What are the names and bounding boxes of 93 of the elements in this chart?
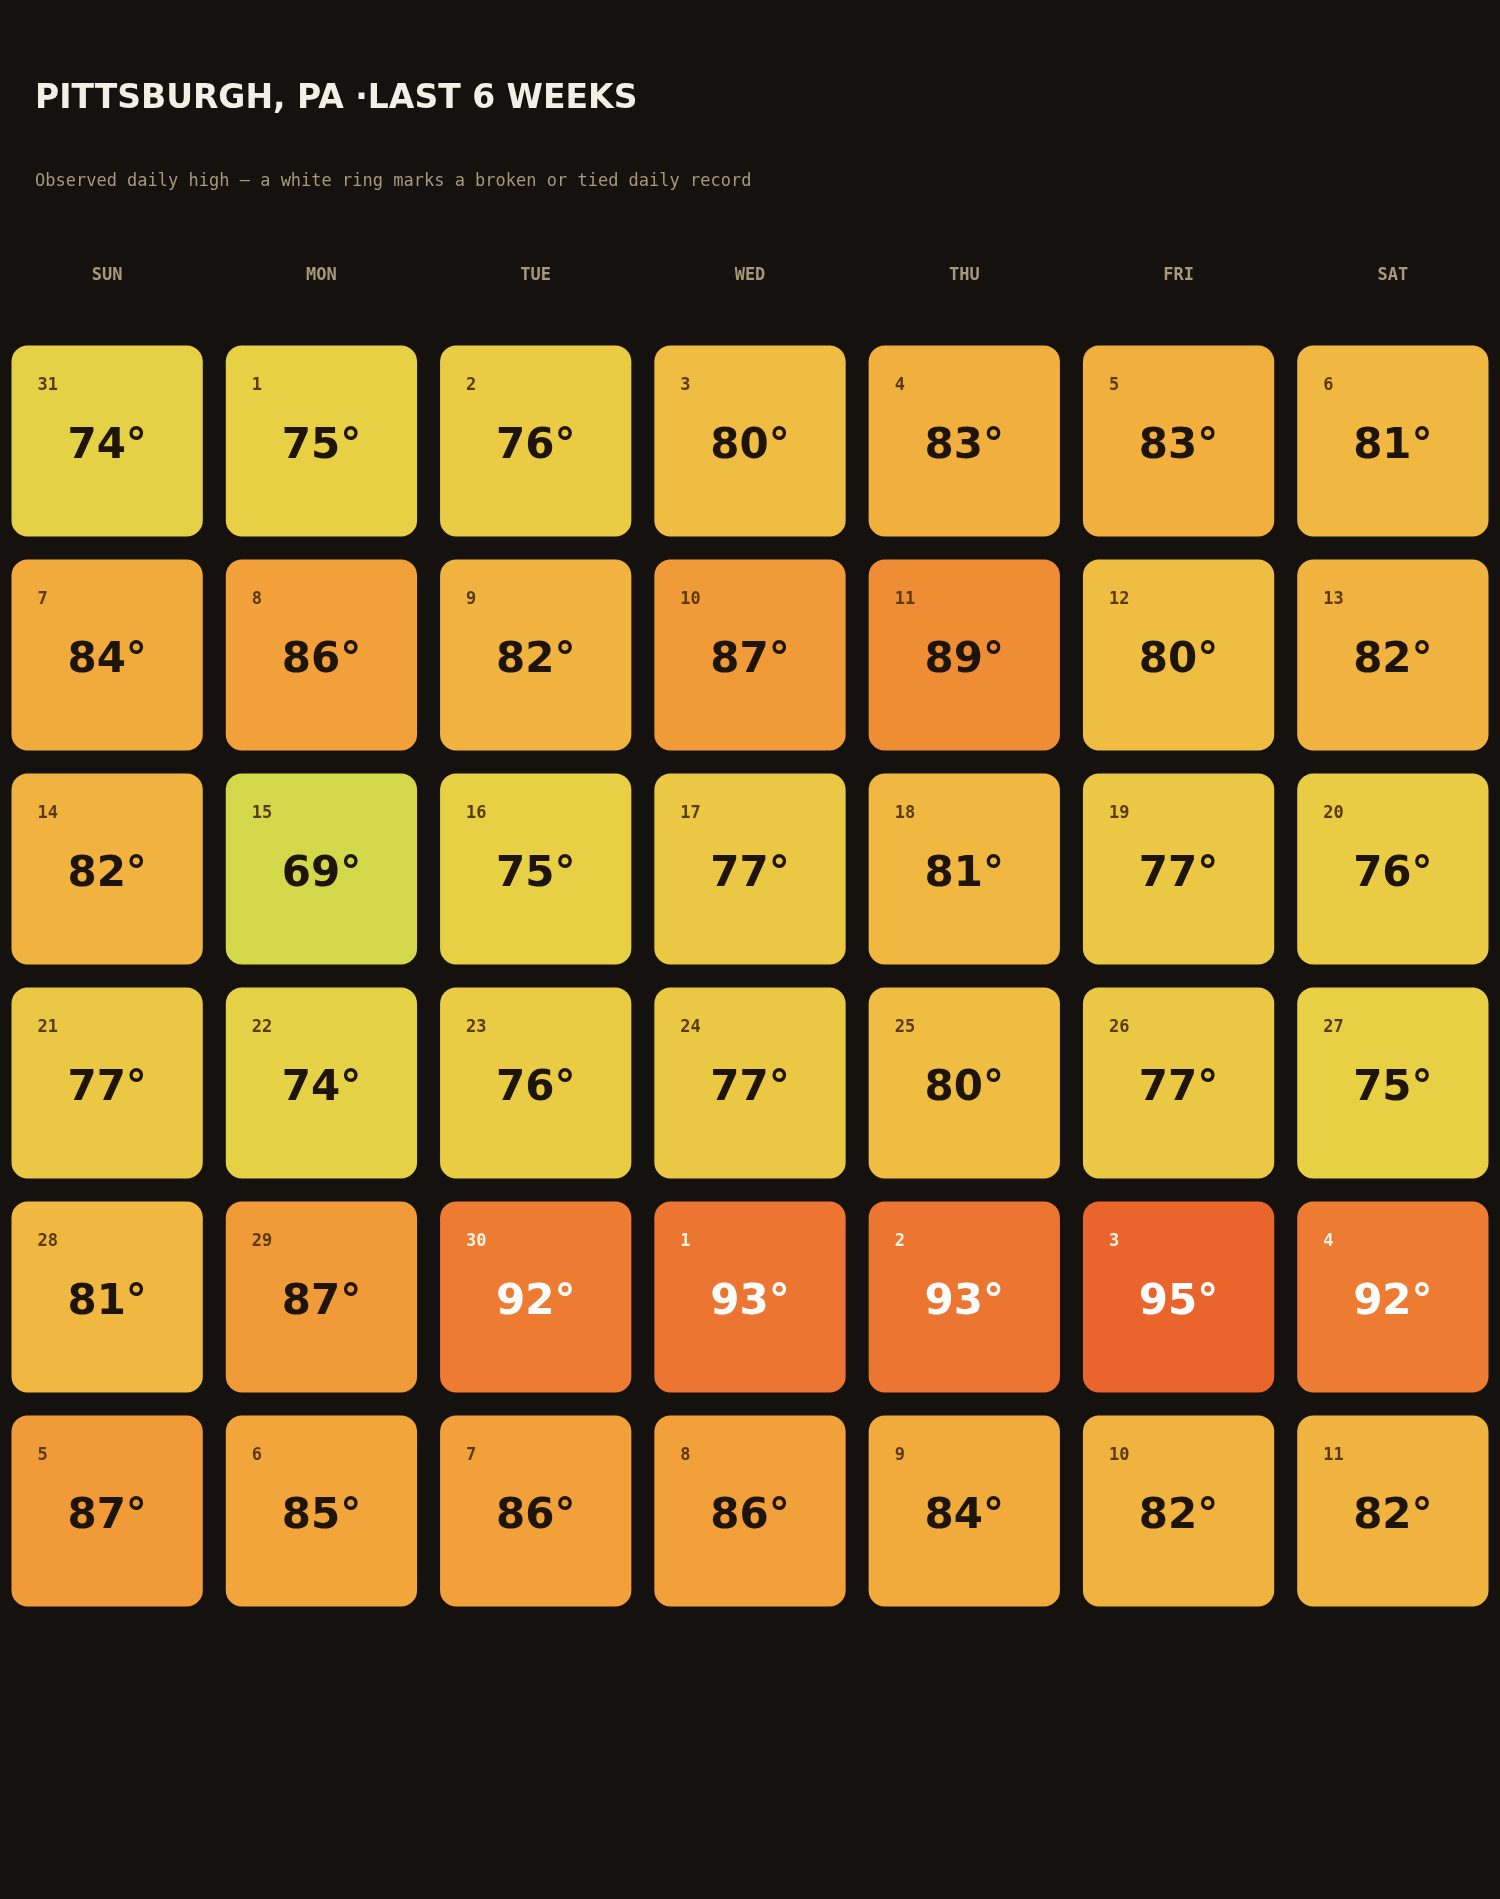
- data-label: 87°: [67, 1489, 147, 1538]
- annotation: 19: [1108, 801, 1130, 822]
- annotation: 28: [37, 1229, 58, 1250]
- data-label: 77°: [1138, 847, 1219, 896]
- data-label: 82°: [1138, 1489, 1219, 1538]
- x-tick-label: WED: [734, 263, 766, 284]
- data-label: 84°: [67, 633, 147, 682]
- annotation: 27: [1323, 1015, 1344, 1036]
- annotation: 4: [1323, 1229, 1334, 1250]
- chart-title: PITTSBURGH, PA ·LAST 6 WEEKS: [35, 77, 638, 116]
- data-label: 80°: [1138, 633, 1219, 682]
- data-label: 77°: [1138, 1061, 1219, 1110]
- annotation: 30: [466, 1229, 487, 1250]
- annotation: 18: [894, 801, 916, 822]
- annotation: 6: [251, 1443, 263, 1464]
- data-label: 87°: [281, 1275, 362, 1324]
- data-label: 76°: [495, 419, 576, 468]
- annotation: 3: [1108, 1229, 1120, 1250]
- chart-subtitle: Observed daily high — a white ring marks a broken or tied daily record: [35, 169, 752, 190]
- annotation: 7: [466, 1443, 477, 1464]
- annotation: 9: [894, 1443, 905, 1464]
- data-label: 81°: [1353, 419, 1433, 468]
- annotation: 21: [37, 1015, 58, 1036]
- data-label: 74°: [281, 1061, 362, 1110]
- x-tick-label: THU: [948, 263, 980, 284]
- x-tick-label: SAT: [1377, 263, 1409, 284]
- x-tick-label: TUE: [520, 263, 552, 284]
- data-label: 86°: [710, 1489, 790, 1538]
- data-label: 84°: [924, 1489, 1005, 1538]
- data-label: 95°: [1138, 1275, 1219, 1324]
- annotation: 24: [680, 1015, 701, 1036]
- x-tick-label: SUN: [91, 263, 123, 284]
- annotation: 31: [37, 373, 58, 394]
- annotation: 16: [466, 801, 487, 822]
- x-tick-label: FRI: [1163, 263, 1194, 284]
- data-label: 76°: [495, 1061, 576, 1110]
- data-label: 82°: [495, 633, 576, 682]
- data-label: 82°: [1353, 1489, 1433, 1538]
- annotation: 3: [680, 373, 691, 394]
- annotation: 6: [1323, 373, 1334, 394]
- annotation: 29: [251, 1229, 273, 1250]
- data-label: 75°: [281, 419, 362, 468]
- data-label: 75°: [1353, 1061, 1433, 1110]
- annotation: 11: [894, 587, 916, 608]
- data-label: 75°: [495, 847, 576, 896]
- annotation: 23: [466, 1015, 487, 1036]
- data-label: 92°: [1353, 1275, 1433, 1324]
- data-label: 83°: [924, 419, 1005, 468]
- annotation: 25: [894, 1015, 916, 1036]
- annotation: 2: [894, 1229, 905, 1250]
- annotation: 11: [1323, 1443, 1344, 1464]
- data-label: 80°: [710, 419, 790, 468]
- x-tick-label: MON: [306, 263, 337, 284]
- data-label: 92°: [495, 1275, 576, 1324]
- data-label: 89°: [924, 633, 1005, 682]
- annotation: 4: [894, 373, 905, 394]
- data-label: 77°: [710, 847, 790, 896]
- annotation: 17: [680, 801, 701, 822]
- annotation: 8: [680, 1443, 691, 1464]
- data-label: 85°: [281, 1489, 362, 1538]
- annotation: 9: [466, 587, 477, 608]
- data-label: 87°: [710, 633, 790, 682]
- annotation: 5: [37, 1443, 48, 1464]
- annotation: 14: [37, 801, 58, 822]
- data-label: 69°: [281, 847, 362, 896]
- data-label: 77°: [67, 1061, 147, 1110]
- data-label: 83°: [1138, 419, 1219, 468]
- annotation: 7: [37, 587, 48, 608]
- annotation: 8: [251, 587, 263, 608]
- data-label: 80°: [924, 1061, 1005, 1110]
- annotation: 10: [1108, 1443, 1130, 1464]
- data-label: 81°: [67, 1275, 147, 1324]
- data-label: 77°: [710, 1061, 790, 1110]
- annotation: 1: [680, 1229, 691, 1250]
- data-label: 74°: [67, 419, 147, 468]
- data-label: 81°: [924, 847, 1005, 896]
- annotation: 1: [251, 373, 263, 394]
- annotation: 22: [251, 1015, 273, 1036]
- annotation: 15: [251, 801, 273, 822]
- data-label: 93°: [710, 1275, 790, 1324]
- annotation: 5: [1108, 373, 1120, 394]
- data-label: 86°: [281, 633, 362, 682]
- data-label: 86°: [495, 1489, 576, 1538]
- data-label: 82°: [67, 847, 147, 896]
- annotation: 2: [466, 373, 477, 394]
- annotation: 20: [1323, 801, 1344, 822]
- annotation: 10: [680, 587, 701, 608]
- data-label: 82°: [1353, 633, 1433, 682]
- annotation: 26: [1108, 1015, 1130, 1036]
- annotation: 12: [1108, 587, 1130, 608]
- data-label: 76°: [1353, 847, 1433, 896]
- data-label: 93°: [924, 1275, 1005, 1324]
- annotation: 13: [1323, 587, 1344, 608]
